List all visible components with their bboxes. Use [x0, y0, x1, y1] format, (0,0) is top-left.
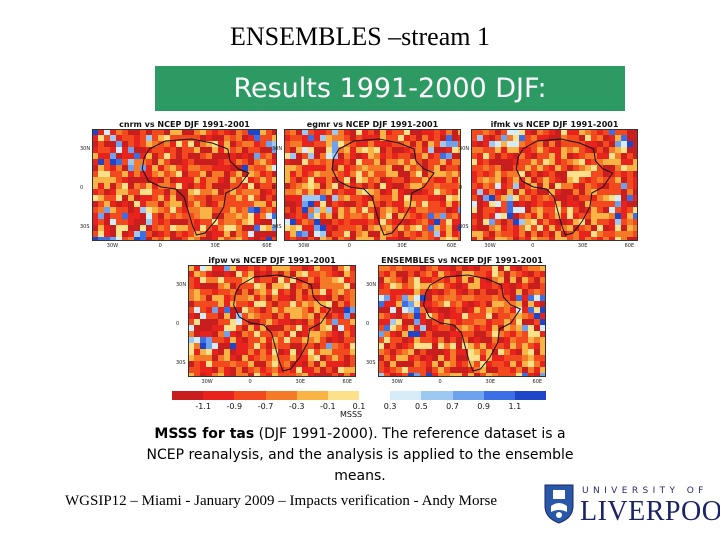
y-tick-label: 0: [80, 185, 84, 191]
panel-title: cnrm vs NCEP DJF 1991-2001: [119, 120, 250, 129]
x-tick-label: 0: [158, 243, 162, 249]
y-tick-label: 30N: [176, 281, 187, 288]
figure-caption: MSSS for tas (DJF 1991-2000). The refere…: [140, 424, 580, 487]
colorbar-swatch: [203, 391, 235, 400]
y-tick-label: 30S: [366, 360, 376, 367]
colorbar-swatch: [265, 391, 297, 400]
skill-map: [284, 129, 464, 243]
x-tick-label: 30E: [577, 243, 588, 249]
map-panel-cnrm: cnrm vs NCEP DJF 1991-2001: [92, 120, 278, 243]
y-tick-label: 30N: [459, 145, 470, 152]
caption-text: (DJF 1991-2000). The reference dataset i…: [146, 426, 574, 484]
y-tick-label: 30N: [80, 145, 91, 152]
y-tick-label: 30S: [272, 224, 282, 231]
x-tick-label: 60E: [624, 243, 635, 249]
colorbar: [172, 391, 547, 400]
map-panel-egmr: egmr vs NCEP DJF 1991-2001: [284, 120, 464, 243]
colorbar-swatch: [483, 391, 515, 400]
results-banner: Results 1991-2000 DJF:: [155, 66, 625, 111]
y-tick-label: 0: [366, 321, 370, 327]
x-tick-label: 0: [347, 243, 351, 249]
colorbar-swatch: [390, 391, 422, 400]
y-tick-label: 0: [272, 185, 276, 191]
y-tick-label: 30N: [366, 281, 377, 288]
colorbar-tick-label: 0.3: [383, 402, 397, 411]
x-tick-label: 30W: [201, 379, 213, 385]
y-tick-label: 30S: [80, 224, 90, 231]
skill-map: [188, 265, 356, 379]
x-tick-label: 60E: [532, 379, 543, 385]
y-tick-label: 0: [459, 185, 463, 191]
y-tick-label: 30S: [176, 360, 186, 367]
y-tick-label: 30S: [459, 224, 469, 231]
skill-map: [92, 129, 278, 243]
slide-title: ENSEMBLES –stream 1: [230, 22, 490, 51]
colorbar-tick-label: 0.9: [477, 402, 491, 411]
map-panel-ensembles: ENSEMBLES vs NCEP DJF 1991-2001: [378, 256, 546, 379]
x-tick-label: 0: [248, 379, 252, 385]
logo-name-text: LIVERPOOL: [580, 496, 720, 527]
x-tick-label: 30E: [397, 243, 407, 249]
skill-map: [471, 129, 639, 243]
colorbar-swatch: [421, 391, 453, 400]
x-tick-label: 60E: [342, 379, 353, 385]
colorbar-tick-label: -0.1: [320, 402, 336, 411]
colorbar-tick-label: 0.5: [414, 402, 428, 411]
map-panel-ifpw: ifpw vs NCEP DJF 1991-2001: [188, 256, 356, 379]
colorbar-swatch: [234, 391, 266, 400]
x-tick-label: 30W: [391, 379, 403, 385]
x-tick-label: 30W: [106, 243, 119, 249]
colorbar-swatch: [514, 391, 547, 400]
x-tick-label: 30E: [485, 379, 496, 385]
x-tick-label: 30E: [210, 243, 220, 249]
panel-title: egmr vs NCEP DJF 1991-2001: [306, 120, 439, 129]
x-tick-label: 0: [531, 243, 535, 249]
logo-university-text: UNIVERSITY OF: [582, 486, 708, 496]
footer-text: WGSIP12 – Miami - January 2009 – Impacts…: [65, 493, 498, 509]
x-tick-label: 30W: [298, 243, 310, 249]
colorbar-swatch: [359, 391, 391, 400]
colorbar-swatch: [327, 391, 360, 400]
colorbar-tick-label: 0.7: [446, 402, 459, 411]
colorbar-tick-label: 1.1: [508, 402, 522, 411]
colorbar-swatch: [452, 391, 484, 400]
panel-title: ifpw vs NCEP DJF 1991-2001: [208, 256, 336, 265]
colorbar-swatch: [296, 391, 328, 400]
caption-bold: MSSS for tas: [154, 426, 255, 442]
y-tick-label: 0: [176, 321, 180, 327]
colorbar-swatch: [172, 391, 204, 400]
colorbar-title: MSSS: [340, 410, 363, 419]
y-tick-label: 30N: [272, 145, 283, 152]
colorbar-tick-label: -0.3: [288, 402, 305, 411]
x-tick-label: 0: [438, 379, 442, 385]
colorbar-labels: -1.1 -0.9 -0.7 -0.3 -0.1 0.1 0.3 0.5 0.7 0.9 1.1: [172, 402, 546, 412]
university-logo: UNIVERSITY OF LIVERPOOL: [544, 484, 720, 528]
x-tick-label: 60E: [262, 243, 272, 249]
colorbar-tick-label: 0.1: [352, 402, 366, 411]
colorbar-tick-label: -0.7: [257, 402, 274, 411]
panel-title: ENSEMBLES vs NCEP DJF 1991-2001: [381, 256, 543, 265]
colorbar-tick-label: -0.9: [226, 402, 243, 411]
panel-title: ifmk vs NCEP DJF 1991-2001: [490, 120, 619, 129]
map-panel-ifmk: ifmk vs NCEP DJF 1991-2001: [471, 120, 639, 243]
colorbar-tick-label: -1.1: [195, 402, 211, 411]
x-tick-label: 60E: [446, 243, 457, 249]
x-tick-label: 30W: [484, 243, 496, 249]
x-tick-label: 30E: [295, 379, 306, 385]
shield-icon: [544, 484, 574, 524]
skill-map: [378, 265, 546, 379]
